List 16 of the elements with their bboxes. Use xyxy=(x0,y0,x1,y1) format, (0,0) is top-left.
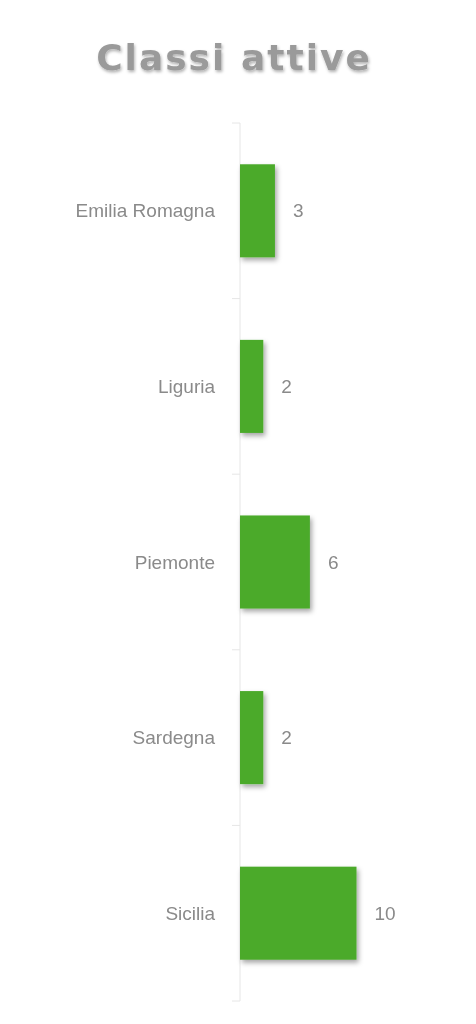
data-label: 10 xyxy=(374,902,396,924)
y-tick-label: Sardegna xyxy=(132,727,216,749)
y-tick-label: Liguria xyxy=(157,376,216,398)
data-label: 3 xyxy=(292,200,304,222)
bar xyxy=(240,691,264,785)
data-label: 2 xyxy=(281,727,292,749)
bar xyxy=(240,515,310,609)
bar xyxy=(240,866,357,960)
chart-title: Classi attive xyxy=(96,37,372,78)
y-tick-label: Sicilia xyxy=(165,902,216,924)
bar xyxy=(240,164,275,258)
data-label: 2 xyxy=(281,376,292,398)
bar xyxy=(240,339,264,433)
y-tick-label: Piemonte xyxy=(134,551,215,573)
data-label: 6 xyxy=(327,551,339,573)
y-tick-label: Emilia Romagna xyxy=(75,200,216,222)
